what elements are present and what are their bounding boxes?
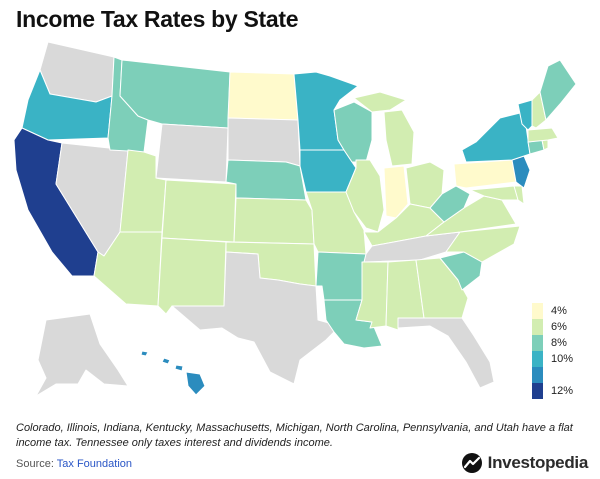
state-new-jersey[interactable] xyxy=(511,155,531,189)
legend-item xyxy=(532,367,592,383)
legend-swatch-8 xyxy=(532,335,543,351)
state-virginia[interactable] xyxy=(425,195,517,237)
state-new-mexico[interactable] xyxy=(157,237,227,315)
state-delaware[interactable] xyxy=(513,185,525,205)
legend-item: 12% xyxy=(532,383,592,399)
state-new-york[interactable] xyxy=(461,111,531,163)
state-wyoming[interactable] xyxy=(155,123,229,183)
legend-item: 6% xyxy=(532,319,592,335)
state-michigan[interactable] xyxy=(383,109,415,167)
state-north-dakota[interactable] xyxy=(227,71,299,121)
legend-swatch-11 xyxy=(532,367,543,383)
source-line: Source: Tax Foundation xyxy=(16,458,132,470)
state-indiana[interactable] xyxy=(383,165,409,219)
state-massachusetts[interactable] xyxy=(527,127,559,143)
state-california[interactable] xyxy=(13,127,99,277)
legend-item: 8% xyxy=(532,335,592,351)
brand-name: Investopedia xyxy=(487,453,589,472)
chart-title: Income Tax Rates by State xyxy=(16,6,299,32)
state-vermont[interactable] xyxy=(517,99,533,131)
legend-label-10: 10% xyxy=(551,353,574,365)
brand-logo: Investopedia xyxy=(461,452,588,474)
state-hawaii-3[interactable] xyxy=(174,364,184,372)
state-arkansas[interactable] xyxy=(315,251,367,301)
legend-item: 10% xyxy=(532,351,592,367)
source-link[interactable]: Tax Foundation xyxy=(56,458,132,470)
investopedia-logo-icon xyxy=(461,453,482,473)
legend-label-4: 4% xyxy=(551,305,567,317)
state-hawaii-2[interactable] xyxy=(161,357,171,365)
state-florida[interactable] xyxy=(397,317,495,389)
legend-swatch-10 xyxy=(532,351,543,367)
state-washington[interactable] xyxy=(39,41,115,103)
state-hawaii-4[interactable] xyxy=(185,371,206,396)
legend-label-12: 12% xyxy=(551,385,574,397)
source-prefix: Source: xyxy=(16,458,57,470)
state-nebraska[interactable] xyxy=(225,159,307,201)
legend-item: 4% xyxy=(532,303,592,319)
state-maryland[interactable] xyxy=(469,185,521,201)
state-hawaii-1[interactable] xyxy=(140,350,149,357)
footnote: Colorado, Illinois, Indiana, Kentucky, M… xyxy=(16,422,573,449)
legend-swatch-4 xyxy=(532,303,543,319)
legend-swatch-6 xyxy=(532,319,543,335)
legend-label-8: 8% xyxy=(551,337,567,349)
state-kansas[interactable] xyxy=(233,197,315,245)
state-south-dakota[interactable] xyxy=(227,117,301,167)
state-texas[interactable] xyxy=(171,251,341,385)
state-colorado[interactable] xyxy=(161,179,237,243)
legend: 4% 6% 8% 10% 12% xyxy=(532,303,592,399)
legend-swatch-12 xyxy=(532,383,543,399)
state-alaska[interactable] xyxy=(35,313,129,397)
legend-label-6: 6% xyxy=(551,321,567,333)
state-michigan-upper[interactable] xyxy=(353,91,407,113)
state-maine[interactable] xyxy=(539,59,577,121)
state-pennsylvania[interactable] xyxy=(453,159,517,189)
state-new-hampshire[interactable] xyxy=(531,91,547,129)
state-illinois[interactable] xyxy=(345,159,385,233)
